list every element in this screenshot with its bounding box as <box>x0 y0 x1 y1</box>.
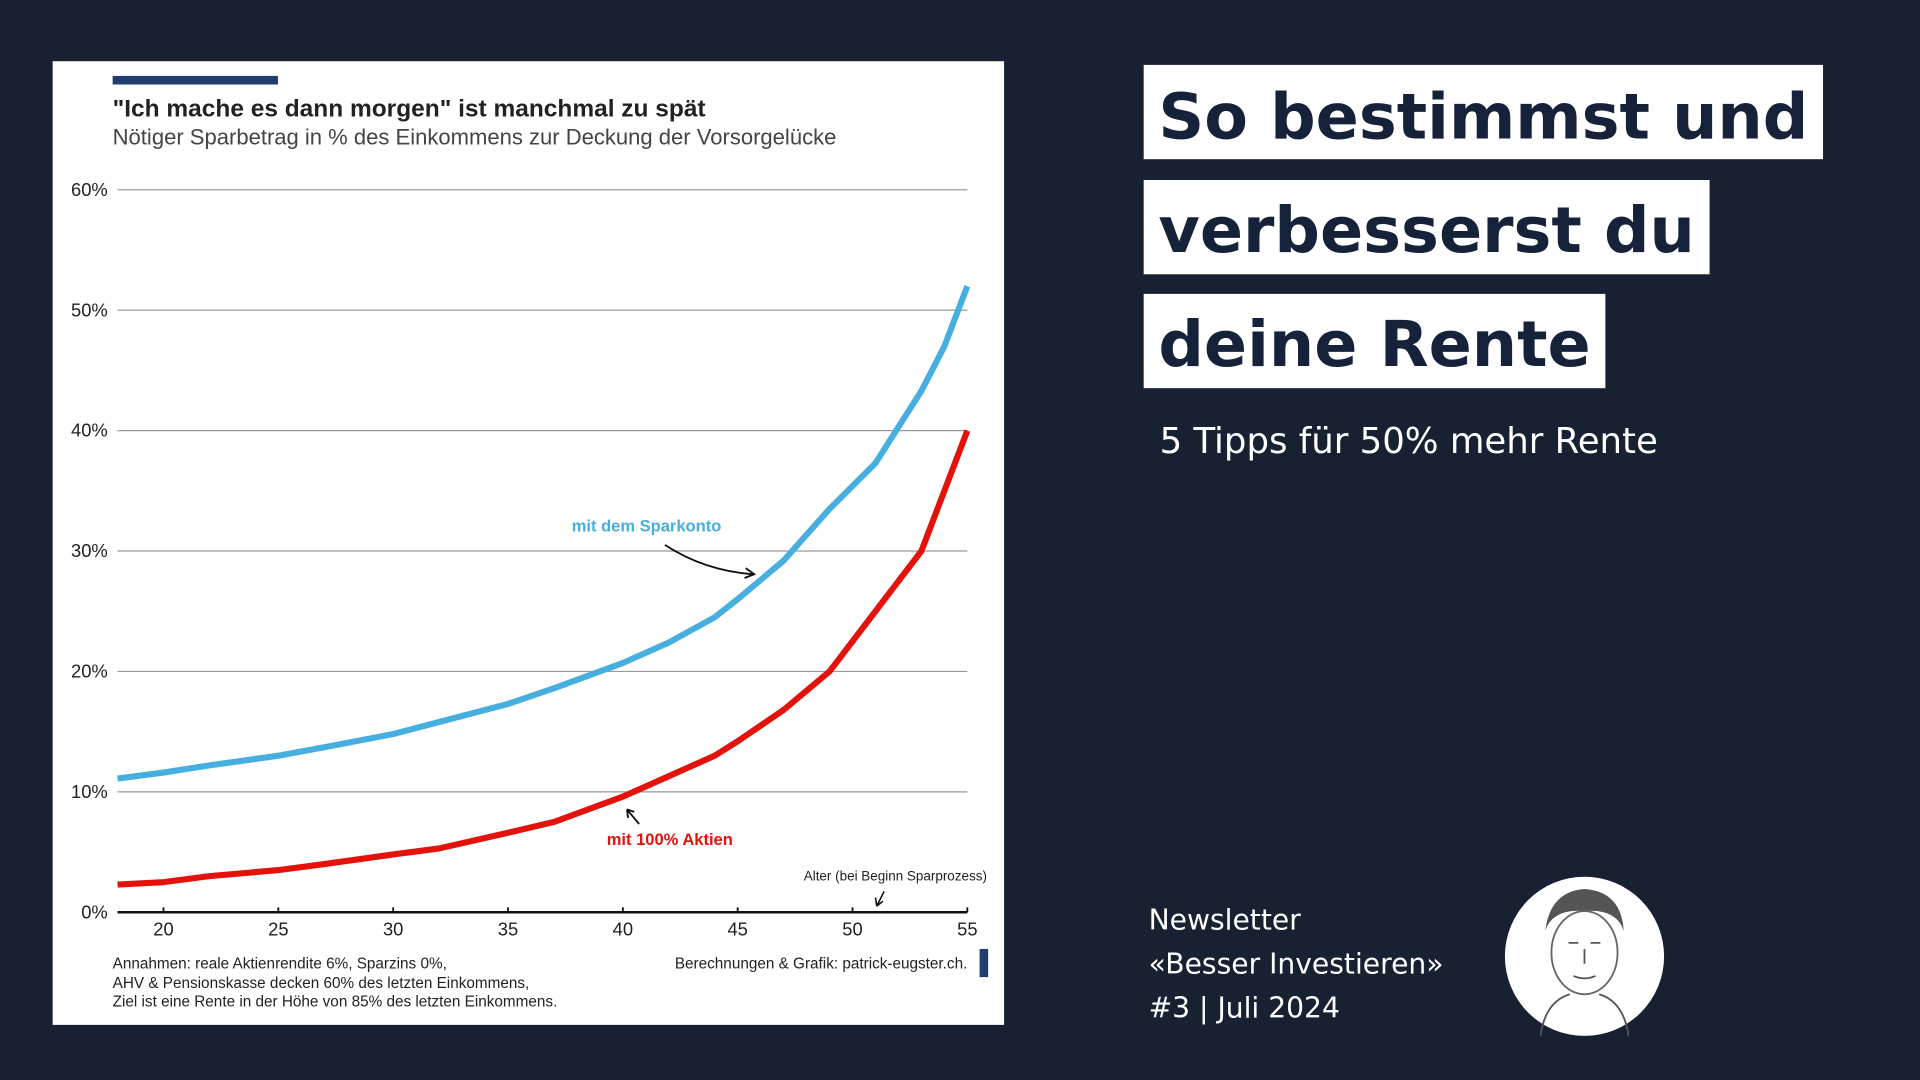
x-tick-label: 30 <box>383 919 403 940</box>
chart-panel <box>52 61 1005 1025</box>
newsletter-line: #3 | Juli 2024 <box>1149 992 1340 1025</box>
chart-title: "Ich mache es dann morgen" ist manchmal … <box>113 95 706 122</box>
y-tick-label: 0% <box>81 901 108 922</box>
y-tick-label: 40% <box>71 420 108 441</box>
annotation-arrow <box>744 567 757 579</box>
avatar <box>1504 876 1665 1037</box>
y-tick-label: 30% <box>71 540 108 561</box>
headline: So bestimmst und verbesserst du deine Re… <box>1143 64 1824 389</box>
annotation-arrow <box>874 891 885 907</box>
x-tick-label: 25 <box>268 919 288 940</box>
chart-subtitle: Nötiger Sparbetrag in % des Einkommens z… <box>113 124 837 149</box>
series-line <box>117 285 971 782</box>
x-tick-label: 55 <box>957 919 977 940</box>
accent-bar <box>112 75 278 85</box>
headline-box <box>1143 180 1710 275</box>
y-tick-label: 10% <box>71 781 108 802</box>
headline-subtitle: 5 Tipps für 50% mehr Rente <box>1160 421 1658 462</box>
annotation-arrow <box>664 544 754 576</box>
headline-line: So bestimmst und <box>1158 80 1808 154</box>
plot: 0% 10% 20% 30% 40% 50% 60% 20 25 30 35 40 45 50 55 <box>71 179 978 940</box>
y-tick-label: 20% <box>71 661 108 682</box>
headline-box <box>1143 293 1606 389</box>
x-tick-label: 50 <box>842 919 862 940</box>
y-tick-label: 50% <box>71 299 108 320</box>
avatar-face <box>1550 910 1619 996</box>
note: AHV & Pensionskasse decken 60% des letzt… <box>113 975 530 992</box>
annotation-arrow <box>626 808 640 825</box>
x-tick-label: 20 <box>153 919 173 940</box>
series-label: mit 100% Aktien <box>607 830 733 849</box>
note: Ziel ist eine Rente in der Höhe von 85% … <box>113 994 558 1011</box>
newsletter-line: Newsletter <box>1149 903 1302 936</box>
newsletter-line: «Besser Investieren» <box>1149 947 1444 980</box>
headline-box <box>1143 64 1824 160</box>
x-tick-label: 45 <box>727 919 747 940</box>
avatar-features <box>1539 941 1630 1037</box>
series-label: mit dem Sparkonto <box>572 516 722 535</box>
note: Annahmen: reale Aktienrendite 6%, Sparzi… <box>113 956 447 973</box>
x-tick-label: 35 <box>498 919 518 940</box>
series-line <box>117 429 971 888</box>
headline-line: deine Rente <box>1158 308 1590 382</box>
y-tick-label: 60% <box>71 179 108 200</box>
avatar-hair <box>1545 888 1624 931</box>
x-axis-label: Alter (bei Beginn Sparprozess) <box>804 868 987 883</box>
source: Berechnungen & Grafik: patrick-eugster.c… <box>675 956 968 973</box>
headline-line: verbesserst du <box>1158 194 1695 268</box>
x-tick-label: 40 <box>613 919 633 940</box>
accent-bar <box>979 948 989 978</box>
